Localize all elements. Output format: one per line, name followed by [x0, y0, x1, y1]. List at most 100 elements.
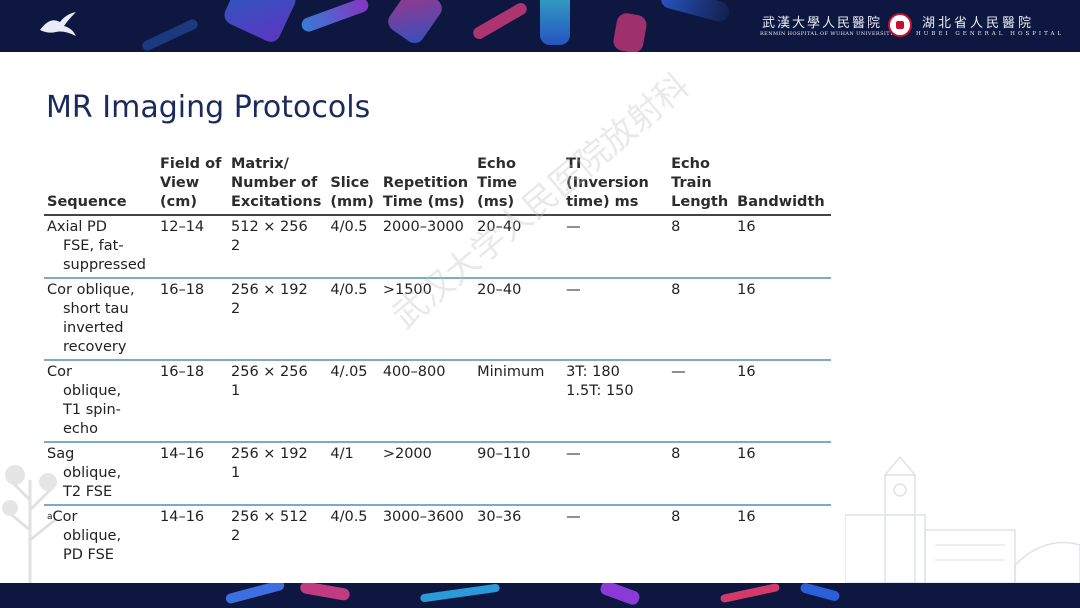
- col-header-matrix: Matrix/ Number of Excitations: [228, 155, 328, 216]
- cell-slice: 4/0.5: [330, 509, 368, 525]
- cell-repetition-time: 2000–3000: [379, 215, 475, 279]
- matrix-value: 512 × 256: [231, 219, 308, 235]
- cell-repetition-time: 400–800: [379, 360, 475, 443]
- cell-bandwidth: 16: [734, 278, 831, 361]
- sequence-name-continued: echo: [63, 421, 98, 437]
- sequence-name-continued: short tau: [63, 301, 129, 317]
- cell-repetition-time: >1500: [379, 278, 475, 361]
- col-header-slice: Slice (mm): [327, 155, 380, 216]
- col-header-etl: Echo Train Length: [668, 155, 735, 216]
- sequence-name: Cor: [52, 509, 78, 525]
- table-header-row: Sequence Field of View (cm) Matrix/ Numb…: [44, 155, 831, 216]
- cell-fov: 14–16: [157, 442, 228, 506]
- matrix-value: 256 × 192: [231, 446, 308, 462]
- table-row: Axial PD FSE, fat-suppressed 12–14 512 × 25…: [44, 215, 831, 279]
- bird-logo-icon: [40, 12, 76, 36]
- excitations-value: 2: [231, 238, 241, 254]
- cell-sequence: aCor oblique, PD FSE: [44, 505, 157, 567]
- col-header-bandwidth: Bandwidth: [734, 155, 831, 216]
- sequence-name: Sag: [47, 446, 75, 462]
- cell-echo-train-length: 8: [668, 442, 735, 506]
- inversion-time-value: —: [566, 446, 581, 462]
- cell-echo-time: 20–40: [474, 215, 564, 279]
- cell-sequence: Cor oblique, short tau inverted recovery: [44, 278, 157, 361]
- protocol-table: Sequence Field of View (cm) Matrix/ Numb…: [44, 155, 831, 567]
- cell-matrix: 256 × 512 2: [228, 505, 327, 567]
- sequence-name: Cor: [47, 364, 72, 380]
- sequence-name-continued: suppressed: [63, 257, 146, 273]
- excitations-value: 2: [231, 301, 241, 317]
- cell-slice: 4/0.5: [327, 278, 380, 361]
- cell-inversion-time: —: [563, 278, 669, 361]
- excitations-value: 1: [231, 465, 241, 481]
- cell-echo-time: 90–110: [474, 442, 564, 506]
- col-header-fov: Field of View (cm): [157, 155, 228, 216]
- col-header-ti: TI (Inversion time) ms: [563, 155, 669, 216]
- footnote-marker: a: [47, 512, 53, 522]
- cell-fov: 12–14: [157, 215, 228, 279]
- inversion-time-value: —: [566, 219, 581, 235]
- tree-illustration-icon: [2, 465, 57, 583]
- matrix-value: 256 × 256: [231, 364, 308, 380]
- sequence-name: Cor oblique,: [47, 282, 135, 298]
- cell-fov: 16–18: [157, 278, 228, 361]
- table-row: Cor oblique, short tau inverted recovery 16–…: [44, 278, 831, 361]
- header-banner: 武漢大學人民醫院 RENMIN HOSPITAL OF WUHAN UNIVER…: [0, 0, 1080, 52]
- hospital-name-en-1: RENMIN HOSPITAL OF WUHAN UNIVERSITY: [760, 31, 894, 37]
- cell-bandwidth: 16: [734, 215, 831, 279]
- sequence-name-continued: recovery: [63, 339, 127, 355]
- cell-sequence: Cor oblique, T1 spin-echo: [44, 360, 157, 443]
- cell-matrix: 512 × 256 2: [228, 215, 328, 279]
- sequence-name: Axial PD: [47, 219, 107, 235]
- sequence-name-continued: T2 FSE: [63, 484, 113, 500]
- inversion-time-value: 1.5T: 150: [566, 383, 634, 399]
- cell-matrix: 256 × 192 2: [228, 278, 328, 361]
- hospital-name-en-2: HUBEI GENERAL HOSPITAL: [916, 31, 1065, 37]
- cell-slice: 4/1: [327, 442, 380, 506]
- table-row: Cor oblique, T1 spin-echo 16–18 256 × 256 1 4/…: [44, 360, 831, 443]
- slide-title: MR Imaging Protocols: [46, 90, 371, 125]
- col-header-te: Echo Time (ms): [474, 155, 564, 216]
- sequence-name-continued: oblique,: [63, 383, 122, 399]
- cell-inversion-time: —: [563, 442, 669, 506]
- inversion-time-value: —: [566, 509, 581, 525]
- cell-matrix: 256 × 256 1: [228, 360, 328, 443]
- cell-echo-time: 20–40: [474, 278, 564, 361]
- matrix-value: 256 × 192: [231, 282, 308, 298]
- sequence-name-continued: PD FSE: [63, 547, 114, 563]
- cell-sequence: Sag oblique, T2 FSE: [44, 442, 157, 506]
- matrix-value: 256 × 512: [231, 509, 308, 525]
- cell-echo-train-length: 8: [668, 215, 735, 279]
- sequence-name-continued: T1 spin-: [63, 402, 121, 418]
- cell-slice: 4/0.5: [327, 215, 380, 279]
- hospital-emblem-icon: [888, 13, 912, 37]
- cell-echo-train-length: 8: [671, 509, 681, 525]
- cell-echo-time: Minimum: [474, 360, 564, 443]
- inversion-time-value: —: [566, 282, 581, 298]
- cell-bandwidth: 16: [734, 442, 831, 506]
- excitations-value: 2: [231, 528, 241, 544]
- excitations-value: 1: [231, 383, 241, 399]
- sequence-name-continued: oblique,: [63, 465, 122, 481]
- cell-inversion-time: —: [563, 505, 668, 567]
- cell-slice: 4/.05: [327, 360, 380, 443]
- cell-repetition-time: 3000–3600: [382, 509, 464, 525]
- cell-matrix: 256 × 192 1: [228, 442, 328, 506]
- footer-banner: [0, 583, 1080, 608]
- inversion-time-value: 3T: 180: [566, 364, 620, 380]
- cell-bandwidth: 16: [734, 360, 831, 443]
- cell-echo-train-length: 8: [668, 278, 735, 361]
- cell-inversion-time: 3T: 180 1.5T: 150: [563, 360, 669, 443]
- hospital-building-illustration-icon: [845, 455, 1080, 583]
- table-row: aCor oblique, PD FSE 14–16 256 × 512 2 4/0.5 30…: [44, 505, 831, 567]
- table-row: Sag oblique, T2 FSE 14–16 256 × 192 1 4/1 >2000…: [44, 442, 831, 506]
- cell-fov: 16–18: [157, 360, 228, 443]
- col-header-sequence: Sequence: [44, 155, 157, 216]
- sequence-name-continued: inverted: [63, 320, 124, 336]
- cell-sequence: Axial PD FSE, fat-suppressed: [44, 215, 157, 279]
- col-header-tr: Repetition Time (ms): [379, 155, 475, 216]
- sequence-name-continued: oblique,: [63, 528, 122, 544]
- sequence-name-continued: FSE, fat-: [63, 238, 124, 254]
- cell-echo-train-length: —: [668, 360, 735, 443]
- cell-echo-time: 30–36: [477, 509, 522, 525]
